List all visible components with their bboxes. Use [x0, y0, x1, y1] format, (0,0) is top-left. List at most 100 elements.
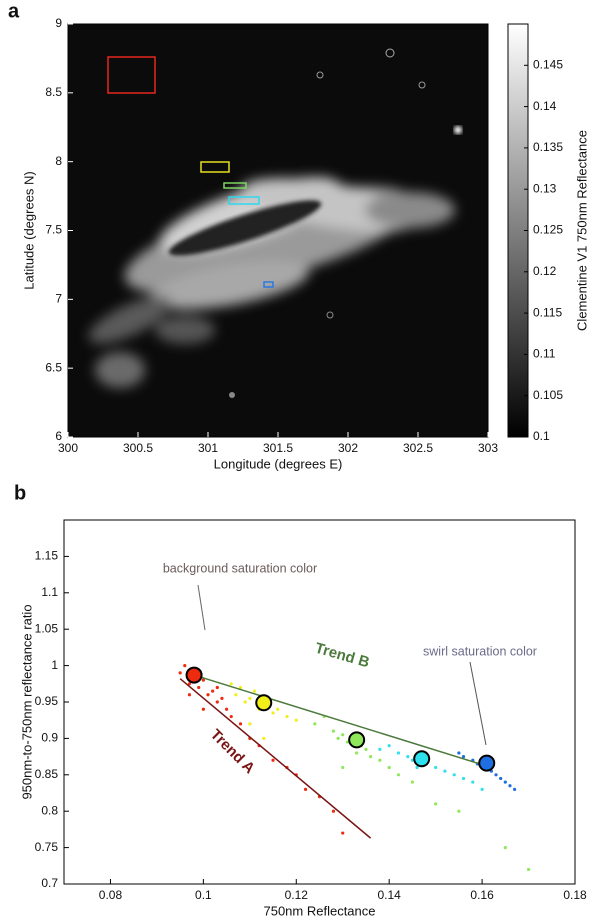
point: [364, 747, 368, 751]
point: [355, 751, 359, 755]
point: [331, 729, 336, 733]
y-tick-label: 1: [51, 658, 58, 672]
point: [452, 773, 456, 777]
point: [410, 780, 415, 784]
colorbar-title: Clementine V1 750nm Reflectance: [574, 130, 589, 331]
y-tick-label: 6: [55, 429, 62, 443]
x-tick-label: 0.16: [470, 888, 494, 902]
point: [508, 784, 512, 788]
point: [229, 714, 233, 719]
point: [224, 707, 229, 711]
point: [369, 755, 373, 759]
annotation: background saturation color: [163, 561, 317, 575]
point: [503, 780, 507, 784]
mean-marker: [478, 754, 496, 772]
x-tick-label: 0.1: [195, 888, 212, 902]
point: [461, 776, 466, 781]
point: [276, 707, 280, 711]
panel-label: b: [14, 482, 26, 504]
y-axis-title: Latitude (degrees N): [21, 171, 36, 290]
y-tick-label: 8.5: [45, 85, 62, 99]
y-tick-label: 0.85: [35, 767, 59, 781]
colorbar-tick-label: 0.12: [533, 264, 557, 278]
point: [234, 693, 238, 697]
point: [303, 787, 308, 791]
trend-line: [179, 678, 372, 839]
trend-label: Trend A: [207, 726, 258, 777]
point: [187, 693, 192, 697]
point: [457, 751, 461, 755]
y-tick-label: 1.15: [35, 549, 59, 563]
point: [197, 685, 201, 690]
y-tick-label: 7: [55, 292, 62, 306]
y-tick-label: 1.05: [35, 621, 59, 635]
point: [526, 867, 531, 872]
colorbar-tick-label: 0.105: [533, 388, 563, 402]
y-tick-label: 1.1: [41, 585, 58, 599]
x-tick-label: 0.08: [99, 888, 123, 902]
x-axis-title: Longitude (degrees E): [214, 456, 343, 471]
point: [499, 776, 503, 781]
point: [243, 700, 247, 704]
point: [378, 747, 382, 751]
y-tick-label: 0.7: [41, 876, 58, 890]
point: [220, 696, 224, 700]
colorbar-tick-label: 0.125: [533, 223, 563, 237]
point: [396, 751, 401, 755]
point: [211, 689, 215, 693]
reflectance-image: [68, 24, 488, 437]
x-tick-label: 0.14: [378, 888, 402, 902]
y-tick-label: 9: [55, 16, 62, 30]
x-tick-label: 302: [338, 441, 358, 455]
y-tick-label: 7.5: [45, 223, 62, 237]
point: [480, 787, 484, 791]
y-axis-title: 950nm-to-750nm reflectance ratio: [19, 604, 34, 799]
x-tick-label: 302.5: [403, 441, 433, 455]
colorbar-tick-label: 0.11: [533, 347, 556, 361]
x-tick-label: 301.5: [263, 441, 293, 455]
leader-line: [469, 661, 487, 746]
point: [396, 773, 401, 777]
y-tick-label: 0.75: [35, 840, 59, 854]
colorbar-tick-label: 0.145: [533, 57, 563, 71]
mean-marker: [413, 750, 431, 768]
trend-label: Trend B: [313, 640, 372, 672]
point: [238, 685, 243, 690]
point: [215, 700, 219, 704]
point: [341, 831, 345, 835]
point: [434, 765, 438, 770]
point: [471, 780, 475, 784]
point: [201, 707, 205, 711]
x-tick-label: 303: [478, 441, 498, 455]
point: [183, 664, 187, 668]
annotation: swirl saturation color: [423, 644, 537, 658]
point: [345, 740, 349, 744]
point: [494, 773, 498, 777]
point: [457, 809, 461, 813]
point: [406, 755, 410, 759]
point: [461, 755, 466, 759]
point: [248, 696, 252, 700]
point: [378, 758, 382, 762]
colorbar-tick-label: 0.135: [533, 140, 563, 154]
x-tick-label: 301: [198, 441, 218, 455]
mean-marker: [348, 731, 366, 749]
y-tick-label: 0.9: [41, 731, 58, 745]
panel-label: a: [8, 0, 20, 22]
colorbar-tick-label: 0.14: [533, 99, 557, 113]
point: [313, 722, 317, 726]
mean-marker: [255, 694, 273, 712]
point: [415, 765, 419, 770]
point: [271, 758, 275, 762]
x-tick-label: 300.5: [123, 441, 153, 455]
point: [294, 718, 298, 722]
x-tick-label: 0.12: [285, 888, 309, 902]
y-tick-label: 8: [55, 154, 62, 168]
point: [285, 714, 289, 719]
point: [331, 809, 336, 813]
trend-line: [193, 674, 487, 767]
point: [341, 733, 345, 737]
point: [187, 682, 192, 686]
point: [238, 722, 243, 726]
